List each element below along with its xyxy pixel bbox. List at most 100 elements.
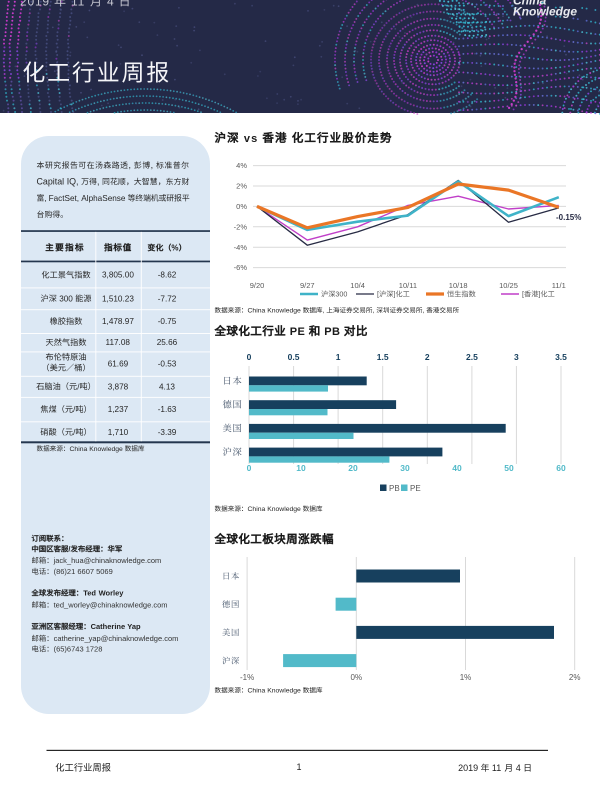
svg-text:PB: PB (389, 484, 400, 493)
svg-text:300: 300 (59, 294, 73, 303)
svg-text:2%: 2% (236, 182, 247, 191)
svg-text:-8.62: -8.62 (158, 271, 177, 280)
svg-text:2: 2 (425, 352, 430, 362)
svg-text:-2%: -2% (234, 222, 248, 231)
svg-text:-0.53: -0.53 (158, 360, 177, 369)
svg-text:1,510.23: 1,510.23 (102, 294, 134, 303)
svg-text:10/11: 10/11 (399, 281, 417, 290)
svg-text:1,237: 1,237 (108, 405, 129, 414)
svg-text:0.5: 0.5 (288, 352, 300, 362)
svg-text:2%: 2% (569, 673, 581, 682)
svg-text:jack_hua@chinaknowledge.com: jack_hua@chinaknowledge.com (53, 556, 162, 565)
svg-text:9/27: 9/27 (300, 281, 315, 290)
svg-text:Knowledge: Knowledge (89, 446, 123, 453)
svg-text:1,478.97: 1,478.97 (102, 317, 134, 326)
svg-text:300: 300 (335, 290, 347, 299)
svg-text:China: China (513, 0, 547, 8)
svg-text:China: China (248, 308, 266, 315)
svg-text:ted_worley@chinaknowledge.com: ted_worley@chinaknowledge.com (54, 601, 168, 610)
svg-text:1.5: 1.5 (377, 352, 389, 362)
svg-text:Knowledge: Knowledge (513, 5, 577, 19)
svg-text:4.13: 4.13 (159, 382, 175, 391)
svg-text:10: 10 (296, 463, 306, 473)
svg-text:11: 11 (492, 763, 501, 773)
svg-text:5069: 5069 (96, 567, 113, 576)
svg-text:30: 30 (400, 463, 410, 473)
svg-text:,: , (129, 160, 131, 170)
svg-text:0: 0 (247, 463, 252, 473)
svg-text:,: , (44, 194, 46, 203)
svg-text:/: / (73, 428, 76, 437)
svg-text:2019: 2019 (458, 763, 478, 773)
svg-text:%: % (171, 244, 178, 253)
svg-text:25.66: 25.66 (157, 338, 178, 347)
svg-text:10/25: 10/25 (499, 281, 518, 290)
svg-text:IQ,: IQ, (67, 176, 79, 186)
svg-text:-3.39: -3.39 (158, 428, 177, 437)
svg-text:1,710: 1,710 (108, 428, 129, 437)
svg-text:Catherine: Catherine (91, 622, 126, 631)
svg-text:1: 1 (296, 762, 301, 772)
svg-text:AlphaSense: AlphaSense (81, 194, 126, 203)
svg-text:(65)6743: (65)6743 (54, 645, 84, 654)
svg-text:]: ] (538, 290, 540, 299)
svg-text:-7.72: -7.72 (158, 294, 177, 303)
svg-text:/: / (73, 405, 76, 414)
svg-text:3,878: 3,878 (108, 382, 129, 391)
svg-text:11: 11 (71, 0, 85, 9)
svg-text:6607: 6607 (77, 567, 94, 576)
svg-text:Ted: Ted (83, 589, 96, 598)
svg-text:/: / (68, 545, 71, 554)
svg-text:1%: 1% (460, 673, 472, 682)
svg-text:[: [ (522, 290, 524, 299)
svg-text:PE: PE (290, 326, 306, 338)
svg-text:Worley: Worley (99, 589, 125, 598)
svg-text:4%: 4% (236, 161, 247, 170)
svg-text:117.08: 117.08 (106, 338, 131, 347)
svg-text:Yap: Yap (127, 622, 141, 631)
svg-text:(86)21: (86)21 (54, 567, 76, 576)
svg-text:China: China (248, 506, 266, 513)
svg-text:0%: 0% (351, 673, 363, 682)
svg-text:9/20: 9/20 (250, 281, 265, 290)
svg-text:2.5: 2.5 (466, 352, 478, 362)
svg-text:10/4: 10/4 (350, 281, 365, 290)
svg-text:-6%: -6% (234, 263, 248, 272)
svg-text:,: , (97, 176, 99, 186)
svg-text:20: 20 (348, 463, 358, 473)
svg-text:-0.75: -0.75 (158, 317, 177, 326)
svg-text:vs: vs (244, 133, 258, 145)
svg-text:Knowledge: Knowledge (267, 506, 301, 513)
svg-text:11/1: 11/1 (552, 281, 566, 290)
svg-text:1728: 1728 (86, 645, 103, 654)
svg-text:PE: PE (410, 484, 421, 493)
svg-text:Knowledge: Knowledge (267, 308, 301, 315)
svg-text:0%: 0% (236, 202, 247, 211)
svg-text:catherine_yap@chinaknowledge.c: catherine_yap@chinaknowledge.com (54, 634, 179, 643)
svg-text:40: 40 (452, 463, 462, 473)
svg-text:3: 3 (514, 352, 519, 362)
svg-text:-1.63: -1.63 (158, 405, 177, 414)
svg-text:[: [ (377, 290, 379, 299)
svg-text:/: / (77, 382, 80, 391)
svg-text:,: , (373, 308, 375, 315)
svg-text:0: 0 (247, 352, 252, 362)
svg-text:FactSet,: FactSet, (49, 194, 80, 203)
svg-text:61.69: 61.69 (108, 360, 129, 369)
svg-text:-1%: -1% (240, 673, 254, 682)
svg-text:,: , (323, 308, 325, 315)
svg-text:1: 1 (336, 352, 341, 362)
svg-text:,: , (423, 308, 425, 315)
svg-text:Knowledge: Knowledge (267, 688, 301, 695)
svg-text:,: , (151, 160, 153, 170)
svg-text:10/18: 10/18 (449, 281, 468, 290)
svg-text:China: China (248, 688, 266, 695)
svg-text:2019: 2019 (20, 0, 50, 9)
svg-text:4: 4 (107, 0, 114, 9)
svg-text:PB: PB (324, 326, 340, 338)
svg-text:-0.15%: -0.15% (556, 213, 581, 222)
svg-text:60: 60 (556, 463, 566, 473)
svg-text:4: 4 (516, 763, 521, 773)
svg-text:]: ] (393, 290, 395, 299)
svg-text:50: 50 (504, 463, 514, 473)
